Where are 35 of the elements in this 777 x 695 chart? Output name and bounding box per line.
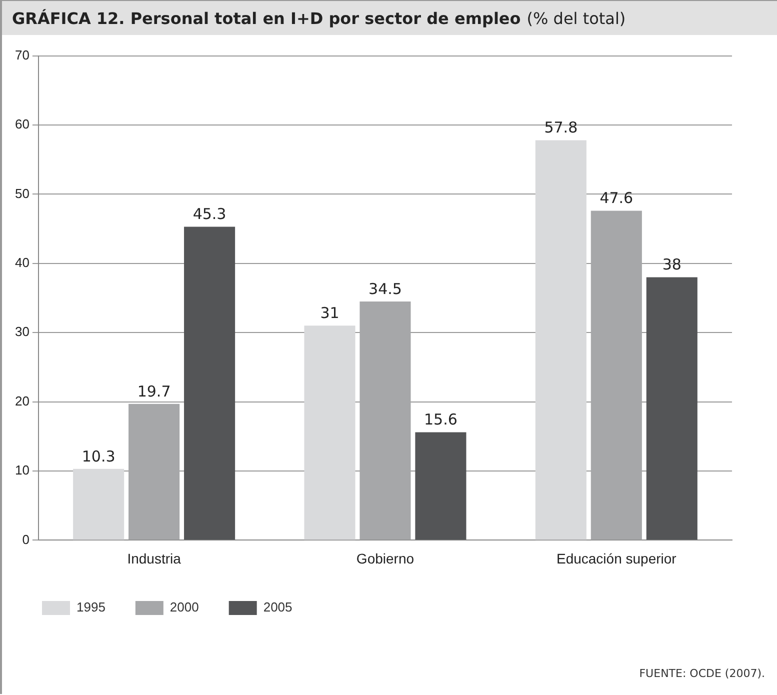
data-label: 34.5 bbox=[368, 280, 402, 298]
legend-label: 1995 bbox=[76, 600, 106, 615]
x-tick-label: Gobierno bbox=[356, 550, 414, 566]
bar bbox=[128, 404, 180, 540]
data-label: 15.6 bbox=[424, 410, 458, 429]
data-label: 45.3 bbox=[192, 205, 226, 224]
y-tick-label: 20 bbox=[14, 393, 30, 408]
y-tick-label: 60 bbox=[14, 116, 30, 132]
data-label: 31 bbox=[320, 304, 340, 322]
data-label: 47.6 bbox=[600, 189, 634, 208]
bar bbox=[184, 226, 236, 540]
chart-subtitle: (% del total) bbox=[526, 8, 626, 28]
data-label: 19.7 bbox=[137, 382, 171, 400]
y-tick-label: 50 bbox=[14, 186, 30, 201]
y-tick-label: 0 bbox=[22, 532, 30, 547]
bar bbox=[73, 468, 124, 540]
bar bbox=[304, 326, 356, 540]
y-tick-label: 70 bbox=[14, 47, 30, 62]
legend-label: 2005 bbox=[263, 600, 292, 615]
data-label: 57.8 bbox=[544, 118, 578, 137]
bar bbox=[590, 210, 642, 540]
y-tick-label: 10 bbox=[14, 462, 30, 478]
data-label: 10.3 bbox=[82, 447, 116, 466]
bar bbox=[646, 277, 698, 540]
bar bbox=[360, 301, 411, 540]
chart-title: GRÁFICA 12. Personal total en I+D por sector de empleo bbox=[12, 8, 521, 28]
bar bbox=[415, 432, 466, 540]
x-tick-label: Industria bbox=[127, 550, 182, 566]
data-label: 38 bbox=[662, 256, 682, 274]
source-note: FUENTE: OCDE (2007). bbox=[639, 667, 765, 680]
legend-label: 2000 bbox=[170, 600, 199, 615]
y-tick-label: 40 bbox=[14, 254, 30, 270]
bar bbox=[535, 140, 586, 540]
y-tick-label: 30 bbox=[14, 324, 30, 340]
x-tick-label: Educación superior bbox=[556, 550, 677, 566]
